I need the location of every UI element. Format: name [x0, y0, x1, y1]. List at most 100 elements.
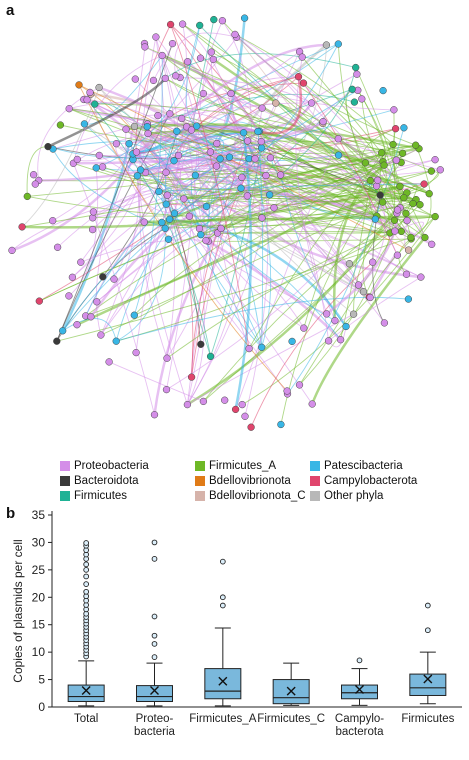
network-node — [193, 122, 201, 130]
network-node — [178, 20, 187, 28]
outlier-point — [83, 588, 90, 595]
network-edge — [115, 143, 167, 173]
network-edge — [39, 185, 401, 302]
network-edge — [85, 164, 385, 317]
network-edge — [57, 190, 159, 248]
network-edge — [217, 228, 232, 240]
outlier-point — [83, 573, 90, 580]
box-1 — [136, 539, 173, 707]
network-node — [336, 336, 345, 344]
network-edge — [22, 144, 416, 228]
legend-swatch — [195, 491, 205, 501]
network-node — [88, 225, 97, 234]
network-node — [44, 142, 52, 151]
network-node — [421, 233, 429, 242]
network-node — [149, 76, 158, 85]
legend-swatch — [310, 491, 320, 501]
network-edge — [230, 93, 441, 171]
network-edge — [161, 55, 350, 265]
network-edge — [153, 227, 223, 415]
network-edge — [144, 46, 394, 111]
network-edge — [410, 145, 432, 238]
network-node — [238, 400, 246, 409]
network-edge — [186, 157, 230, 405]
legend-swatch — [60, 476, 70, 486]
network-node — [308, 400, 316, 408]
network-node — [206, 148, 215, 156]
network-node — [374, 176, 382, 184]
network-edge — [394, 221, 424, 238]
network-edge — [100, 234, 201, 336]
network-edge — [128, 127, 262, 145]
network-edge — [92, 132, 244, 219]
network-edge — [47, 77, 167, 148]
network-node — [122, 125, 130, 133]
network-node — [80, 120, 89, 128]
network-edge — [62, 89, 359, 332]
network-node — [202, 236, 210, 245]
network-node — [65, 292, 73, 300]
box-iqr — [341, 684, 378, 700]
network-edge — [181, 118, 354, 315]
legend-label: Other phyla — [324, 490, 384, 502]
network-node — [77, 258, 85, 266]
network-edge — [248, 144, 394, 349]
network-node — [216, 155, 224, 163]
network-node — [130, 311, 138, 319]
network-node — [227, 89, 235, 98]
network-node — [371, 215, 379, 223]
box-3 — [272, 662, 310, 706]
network-node — [185, 212, 194, 220]
network-edge — [265, 175, 404, 199]
network-edge — [132, 153, 336, 321]
network-node — [155, 187, 163, 196]
network-node — [402, 270, 411, 278]
network-node — [404, 246, 413, 254]
network-node — [322, 41, 331, 49]
legend-item: Bdellovibrionota_C — [195, 490, 306, 502]
network-node — [348, 85, 356, 93]
legend-swatch — [60, 461, 70, 471]
network-node — [258, 214, 266, 222]
legend-item: Firmicutes_A — [195, 460, 276, 472]
network-node — [247, 423, 255, 431]
network-node — [369, 258, 377, 266]
network-node — [53, 337, 61, 345]
network-edge — [181, 43, 339, 119]
network-node — [132, 148, 141, 156]
network-node — [420, 180, 428, 188]
network-node — [262, 171, 270, 180]
network-edge — [257, 76, 303, 135]
network-node — [400, 124, 408, 132]
legend-item: Bacteroidota — [60, 475, 139, 487]
network-node — [379, 86, 387, 95]
network-node — [393, 206, 402, 214]
mean-marker — [81, 686, 91, 696]
network-edge — [197, 20, 223, 242]
network-node — [199, 89, 208, 98]
network-edge — [115, 228, 166, 342]
network-node — [402, 209, 410, 218]
legend-swatch — [195, 476, 205, 486]
y-tick-label: 15 — [32, 618, 46, 632]
network-node — [172, 72, 180, 80]
network-node — [345, 260, 354, 268]
network-node — [359, 288, 368, 296]
network-edge — [207, 240, 342, 341]
network-node — [258, 343, 266, 351]
network-edge — [61, 143, 131, 332]
network-edge — [230, 93, 377, 187]
network-node — [86, 88, 94, 97]
outlier-point — [424, 602, 431, 609]
legend-label: Firmicutes — [74, 490, 128, 502]
outlier-point — [151, 539, 158, 546]
network-node — [178, 114, 186, 123]
network-edge — [280, 154, 385, 176]
network-node — [206, 352, 215, 361]
network-edge — [162, 55, 259, 132]
network-node — [403, 216, 411, 225]
network-node — [240, 14, 249, 22]
y-tick-label: 30 — [32, 535, 46, 549]
network-node — [428, 240, 436, 248]
network-edge — [328, 276, 422, 342]
